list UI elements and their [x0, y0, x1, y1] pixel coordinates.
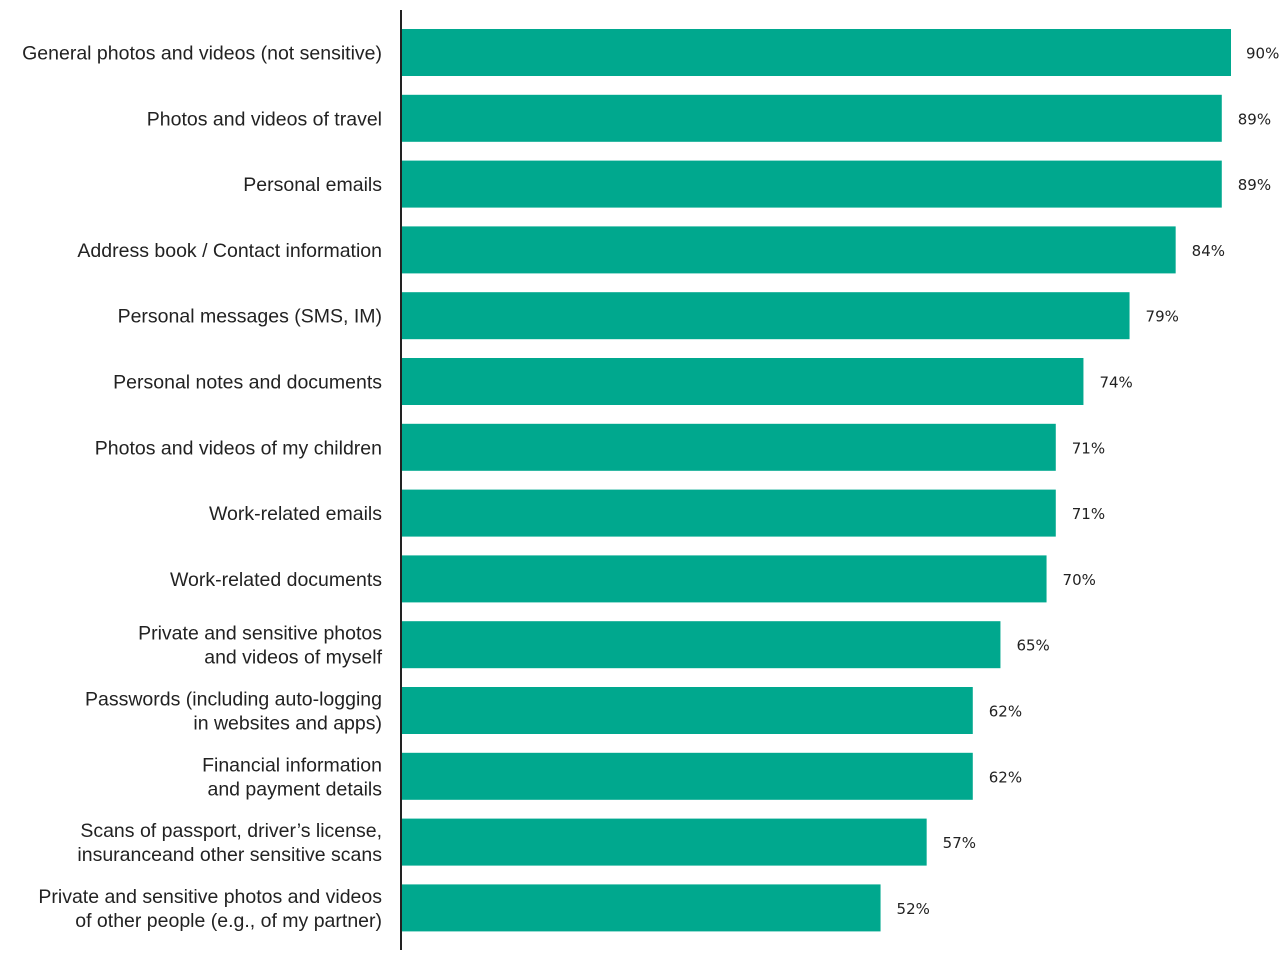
- bar: [401, 292, 1130, 340]
- category-label-line: Address book / Contact information: [77, 240, 382, 262]
- bar: [401, 752, 973, 800]
- category-label: Photos and videos of my children: [95, 437, 382, 459]
- bar: [401, 489, 1056, 537]
- category-label-line: General photos and videos (not sensitive…: [22, 43, 382, 65]
- category-label: Address book / Contact information: [77, 240, 382, 262]
- category-label: Scans of passport, driver’s license, insu…: [77, 820, 382, 866]
- value-label: 71%: [1072, 505, 1105, 523]
- category-label: Private and sensitive photos and videos o…: [38, 886, 382, 932]
- category-label: General photos and videos (not sensitive…: [22, 43, 382, 65]
- category-label: Personal notes and documents: [113, 372, 382, 394]
- category-label-line: Scans of passport, driver’s license,: [80, 820, 382, 842]
- value-label: 84%: [1192, 242, 1225, 260]
- category-label-line: Personal emails: [243, 174, 382, 196]
- category-label-line: Financial information: [202, 754, 382, 776]
- bar: [401, 621, 1001, 669]
- category-label-line: Personal messages (SMS, IM): [118, 306, 382, 328]
- category-label-line: Personal notes and documents: [113, 372, 382, 394]
- value-label: 62%: [989, 768, 1022, 786]
- value-label: 89%: [1238, 176, 1271, 194]
- value-labels-group: 90% 89% 89% 84% 79% 74% 71% 71% 70% 65% 62% 62% 57% 5…: [897, 45, 1280, 918]
- category-label: Passwords (including auto-logging in webs…: [85, 689, 382, 735]
- category-label-line: Photos and videos of travel: [147, 108, 382, 130]
- category-label-line: insuranceand other sensitive scans: [77, 844, 382, 866]
- category-label: Personal messages (SMS, IM): [118, 306, 382, 328]
- bar: [401, 818, 927, 866]
- bar: [401, 687, 973, 734]
- value-label: 79%: [1146, 308, 1179, 326]
- category-label-line: Work-related emails: [209, 503, 382, 525]
- value-label: 71%: [1072, 439, 1105, 457]
- category-label: Financial information and payment details: [202, 754, 382, 800]
- bar: [401, 423, 1056, 471]
- category-label: Work-related documents: [170, 569, 382, 591]
- bar: [401, 358, 1084, 405]
- value-label: 74%: [1099, 374, 1132, 392]
- value-label: 89%: [1238, 110, 1271, 128]
- category-label: Personal emails: [243, 174, 382, 196]
- bar: [401, 29, 1231, 76]
- category-labels-group: General photos and videos (not sensitive…: [22, 43, 382, 932]
- category-label-line: and payment details: [207, 778, 382, 800]
- value-label: 70%: [1063, 571, 1096, 589]
- value-label: 62%: [989, 703, 1022, 721]
- category-label: Photos and videos of travel: [147, 108, 382, 130]
- bar: [401, 94, 1222, 142]
- bar: [401, 884, 881, 932]
- bar: [401, 160, 1222, 208]
- value-label: 57%: [943, 834, 976, 852]
- bars-group: [401, 29, 1231, 932]
- value-label: 52%: [897, 900, 930, 918]
- category-label-line: in websites and apps): [193, 713, 382, 735]
- category-label-line: Private and sensitive photos and videos: [38, 886, 382, 908]
- category-label-line: of other people (e.g., of my partner): [75, 910, 382, 932]
- value-label: 90%: [1246, 45, 1279, 63]
- category-label-line: Work-related documents: [170, 569, 382, 591]
- category-label: Work-related emails: [209, 503, 382, 525]
- category-label-line: Photos and videos of my children: [95, 437, 382, 459]
- category-label-line: Private and sensitive photos: [138, 623, 382, 645]
- category-label: Private and sensitive photos and videos o…: [138, 623, 382, 669]
- value-label: 65%: [1016, 637, 1049, 655]
- bar: [401, 226, 1176, 274]
- category-label-line: Passwords (including auto-logging: [85, 689, 382, 711]
- category-label-line: and videos of myself: [204, 647, 382, 669]
- bar: [401, 555, 1047, 603]
